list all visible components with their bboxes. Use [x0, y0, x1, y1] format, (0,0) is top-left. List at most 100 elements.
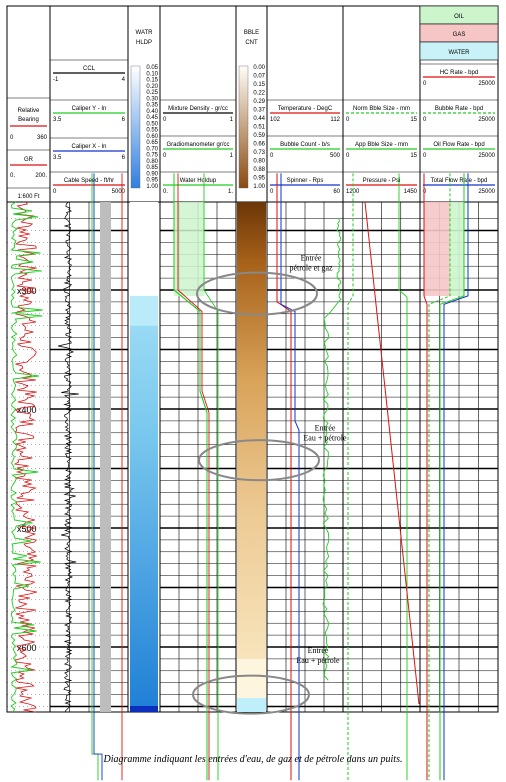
mixture-density-curve	[173, 173, 208, 781]
colour-scale-bar	[130, 65, 141, 189]
colour-scale-tick: 1.00	[253, 184, 265, 190]
scale-min: 0	[423, 81, 427, 87]
colour-scale-tick: 0.15	[146, 78, 158, 84]
colour-scale-tick: 0.95	[146, 178, 158, 184]
curve-header-t2: CCL -1 4	[50, 59, 128, 83]
colour-scale-tick: 0.90	[146, 171, 158, 177]
colour-scale-tick: 0.51	[253, 125, 265, 131]
tool-shadow-band	[100, 202, 111, 712]
bubble-count-curve	[322, 218, 342, 681]
colour-scale-tick: 1.00	[146, 184, 158, 190]
scale-max: 112	[330, 117, 340, 123]
scale-max: 25000	[478, 117, 495, 123]
scale-min: 0	[53, 189, 57, 195]
entry-label-line1: Entrée	[308, 646, 329, 655]
colour-scale-tick: 0.15	[253, 82, 265, 88]
scale-max: 25000	[478, 189, 495, 195]
curve-header-t7: App Bble Size - mm 0 15	[343, 135, 420, 159]
colour-scale-tick: 0.20	[146, 84, 158, 90]
curve-name: Bubble Count - b/s	[280, 142, 330, 148]
entry-label-line2: Eau + pétrole	[303, 433, 347, 442]
log-curves	[10, 173, 469, 781]
curve-header-t4: Water Holdup 0. 1.	[160, 171, 236, 195]
colour-scale-tick: 0.05	[146, 65, 158, 71]
scale-max: 1450	[404, 189, 418, 195]
curve-name: GR	[24, 157, 34, 163]
entry-ellipse	[192, 674, 310, 715]
curve-name: Relative	[18, 108, 40, 114]
scale-min: 0	[270, 189, 274, 195]
curve-name: Mixture Density - gr/cc	[168, 106, 228, 112]
scale-max: 360	[37, 135, 48, 141]
scale-max: 1.	[228, 189, 233, 195]
curve-name: CCL	[83, 66, 96, 72]
curve-header-t7: Norm Bble Size - mm0 15	[343, 99, 420, 123]
scale-min: 0	[163, 117, 167, 123]
colour-scale-tick: 0.25	[146, 90, 158, 96]
curve-name: Bearing	[18, 117, 39, 123]
curve-header-t4: Mixture Density - gr/cc0 1	[160, 99, 236, 123]
scale-min: -1	[53, 77, 59, 83]
scale-min: 1200	[346, 189, 360, 195]
curve-header-t2: Caliper Y - In 3.5 6	[50, 99, 128, 123]
curve-header-t2: Cable Speed - ft/hr 0 5000	[50, 171, 128, 195]
colour-scale-tick: 0.65	[146, 140, 158, 146]
colour-scale-tick: 0.80	[253, 159, 265, 165]
entry-label-line2: pétrole et gaz	[289, 263, 333, 272]
curve-header-t6: Bubble Count - b/s 0 500	[267, 135, 343, 159]
depth-scale-label: 1:600 Ft	[17, 194, 39, 200]
curve-name: Cable Speed - ft/hr	[64, 178, 114, 184]
norm-bubble-size-curve	[347, 173, 354, 781]
ccl-curve	[58, 201, 79, 713]
scale-max: 4	[122, 77, 126, 83]
curve-name: Norm Bble Size - mm	[353, 106, 410, 112]
curve-header-t4: Gradiomanometer gr/cc 0 1	[160, 135, 236, 159]
curve-name: Oil Flow Rate - bpd	[433, 142, 484, 148]
colour-scale-tick: 0.50	[146, 121, 158, 127]
curve-header-t2: Caliper X - In 3.5 6	[50, 137, 128, 161]
scale-min: 0	[423, 189, 427, 195]
bubble-rate-curve	[428, 173, 451, 781]
legend-gas-label: GAS	[453, 32, 466, 38]
curve-header-t6: Temperature - DegC 102 112	[267, 99, 343, 123]
scale-max: 1	[230, 153, 234, 159]
gas-rate-fill	[424, 202, 450, 296]
scale-min: 3.5	[53, 117, 62, 123]
scale-max: 6	[122, 117, 126, 123]
scale-max: 25000	[478, 153, 495, 159]
scale-min: 0	[163, 153, 167, 159]
track-title: CNT	[245, 40, 258, 46]
colour-scale-tick: 0.66	[253, 142, 265, 148]
track-title: WATR	[136, 30, 154, 36]
colour-scale-tick: 0.70	[146, 146, 158, 152]
colour-scale-tick: 0.35	[146, 103, 158, 109]
colour-scale-tick: 0.80	[146, 159, 158, 165]
density-transition	[199, 390, 208, 413]
temperature-curve	[276, 173, 292, 781]
colour-scale-tick: 0.55	[146, 128, 158, 134]
depth-label: x500	[17, 524, 37, 534]
colour-scale-tick: 0.59	[253, 133, 265, 139]
colour-scale-tick: 0.22	[253, 91, 265, 97]
scale-max: 1	[230, 117, 234, 123]
scale-max: 6	[122, 155, 126, 161]
legend-water	[419, 41, 499, 61]
colour-scale-tick: 0.40	[146, 109, 158, 115]
curve-name: Temperature - DegC	[278, 106, 333, 112]
entry-ellipse	[198, 439, 320, 482]
curve-header-t8: HC Rate - bpd 0 25000	[420, 63, 498, 87]
oil-holdup-fill	[174, 202, 204, 296]
entry-ellipse	[196, 271, 318, 316]
scale-max: 60	[333, 189, 340, 195]
curve-name: Water Holdup	[180, 178, 217, 184]
colour-scale-tick: 0.85	[146, 165, 158, 171]
caliper-y-curve	[91, 173, 99, 781]
scale-min: 0	[423, 153, 427, 159]
hc-rate-curve	[423, 173, 428, 781]
